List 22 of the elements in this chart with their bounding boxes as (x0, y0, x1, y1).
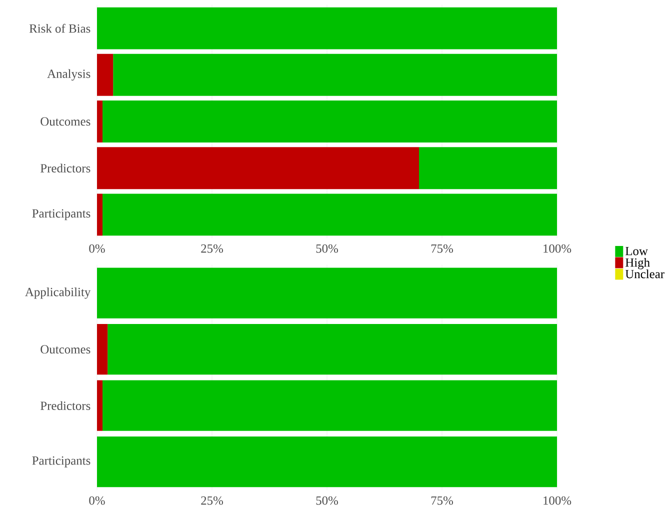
x-tick-label: 0% (89, 244, 105, 253)
legend-label: Unclear (625, 269, 664, 278)
y-tick-label: Applicability (25, 287, 91, 299)
x-tick-label: 0% (89, 496, 105, 505)
y-tick-label: Predictors (40, 164, 90, 173)
x-tick-label: 50% (316, 244, 338, 253)
x-tick-label: 25% (201, 496, 223, 505)
y-tick-label: Outcomes (40, 117, 90, 126)
y-tick-label: Analysis (47, 69, 90, 81)
x-tick-label: 100% (544, 496, 572, 505)
x-tick-label: 25% (201, 244, 223, 253)
x-tick-label: 75% (431, 496, 453, 505)
y-tick-label: Outcomes (40, 345, 90, 354)
legend-label: High (625, 258, 650, 270)
legend-label: Low (625, 246, 648, 256)
x-tick-label: 75% (431, 244, 453, 253)
x-tick-label: 50% (316, 496, 338, 505)
y-tick-label: Predictors (40, 401, 90, 410)
y-tick-label: Risk of Bias (29, 24, 90, 33)
y-tick-label: Participants (32, 456, 90, 468)
y-tick-label: Participants (32, 209, 90, 220)
x-tick-label: 100% (544, 244, 572, 253)
